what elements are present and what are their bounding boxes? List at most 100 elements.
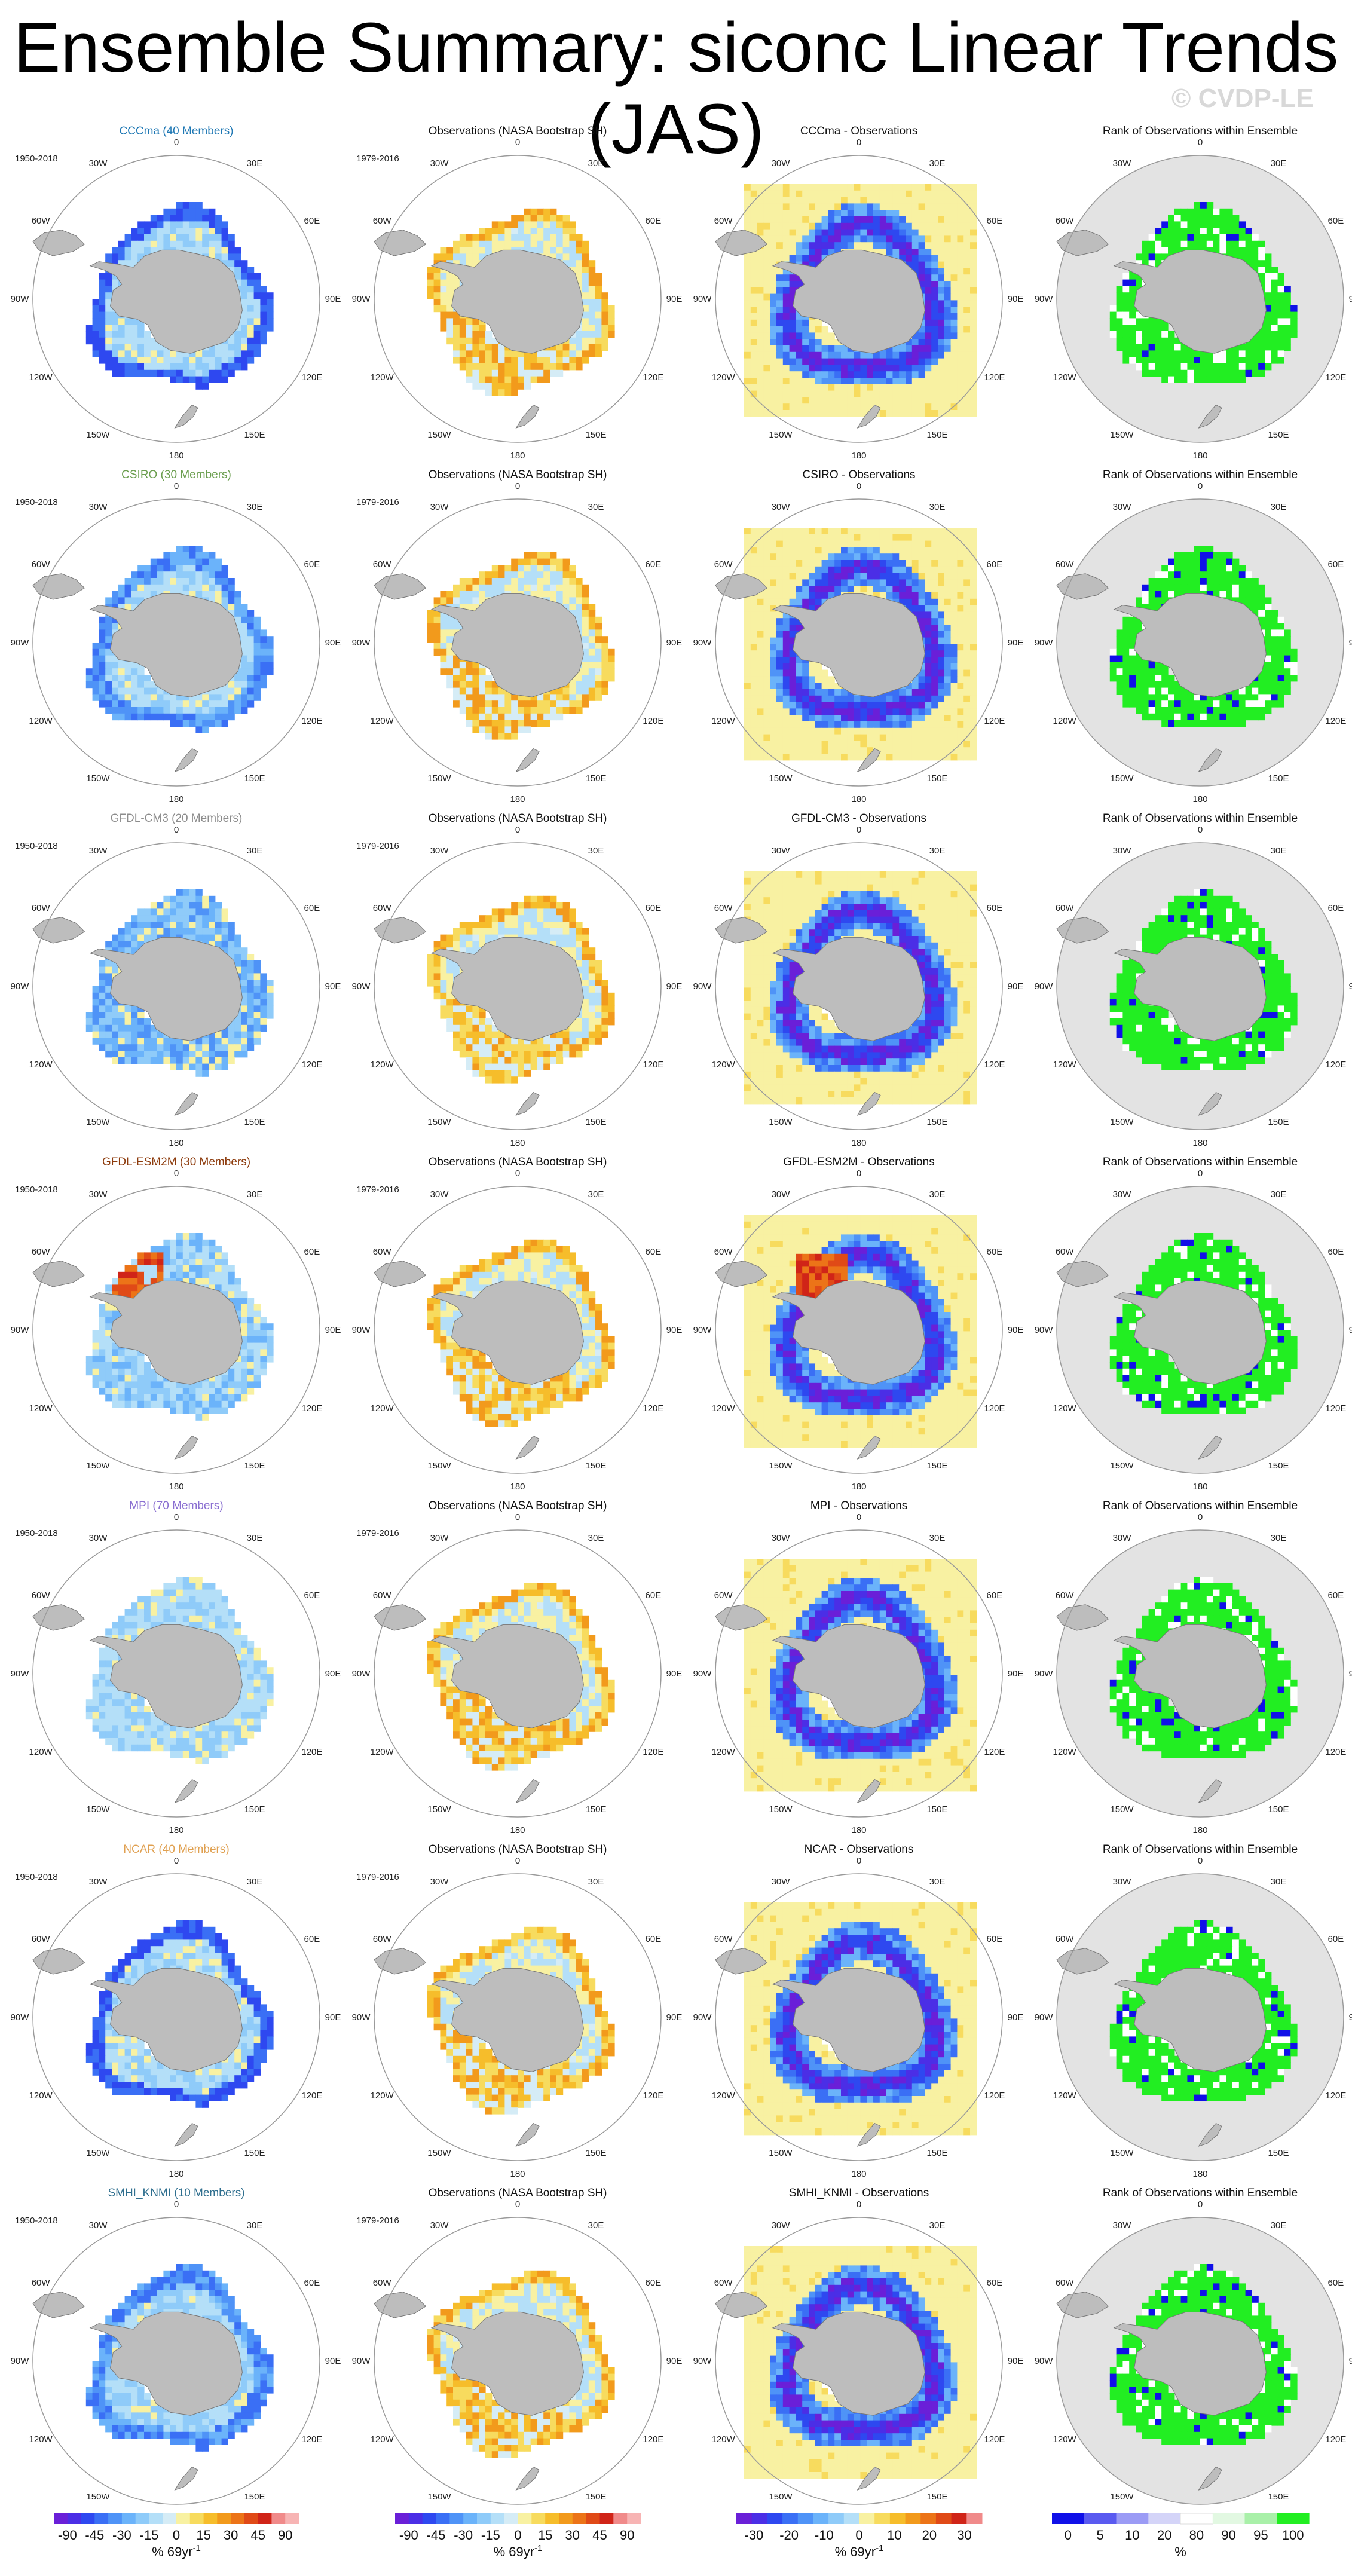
heatmap-cell [957,540,964,547]
heatmap-cell [757,573,764,580]
heatmap-cell [776,637,784,644]
heatmap-cell [215,369,222,377]
heatmap-cell [144,675,151,682]
heatmap-cell [809,384,816,391]
heatmap-cell [918,242,925,249]
heatmap-cell [124,337,131,345]
heatmap-cell [911,560,919,567]
heatmap-cell [815,540,822,547]
heatmap-cell [776,281,784,288]
heatmap-cell [841,727,848,735]
heatmap-cell [1271,318,1278,325]
heatmap-cell [576,350,583,357]
heatmap-cell [770,683,777,690]
heatmap-cell [202,700,209,708]
heatmap-cell [970,605,977,612]
heatmap-cell [763,637,770,644]
heatmap-cell [744,184,751,191]
heatmap-cell [970,371,977,378]
heatmap-cell [601,662,608,669]
heatmap-cell [789,592,796,599]
heatmap-cell [744,631,751,638]
heatmap-cell [931,754,938,761]
heatmap-cell [911,683,919,690]
heatmap-cell [582,331,589,338]
heatmap-cell [504,350,512,357]
heatmap-cell [796,210,803,217]
heatmap-cell [834,390,842,397]
heatmap-cell [608,668,615,675]
heatmap-cell [550,687,557,695]
heatmap-cell [1245,357,1252,364]
heatmap-cell [1161,363,1169,371]
heatmap-cell [247,662,255,669]
heatmap-cell [195,578,203,585]
heatmap-cell [841,365,848,372]
heatmap-cell [1194,350,1201,357]
heatmap-cell [550,578,557,585]
heatmap-cell [260,325,267,332]
heatmap-cell [1265,350,1272,357]
heatmap-cell [847,216,855,224]
heatmap-cell [1116,318,1123,325]
heatmap-cell [944,547,952,554]
heatmap-cell [821,326,828,333]
heatmap-cell [950,625,958,632]
heatmap-cell [789,293,796,301]
heatmap-cell [828,579,835,586]
heatmap-cell [906,566,913,574]
heatmap-cell [834,365,842,372]
heatmap-cell [847,190,855,198]
heatmap-cell [491,337,499,345]
heatmap-cell [588,311,596,319]
longitude-label: 0 [857,481,861,491]
heatmap-cell [911,268,919,275]
heatmap-cell [899,566,906,574]
heatmap-cell [601,344,608,351]
heatmap-cell [931,625,938,632]
heatmap-cell [209,253,216,261]
heatmap-cell [776,721,784,729]
heatmap-cell [963,197,971,204]
heatmap-cell [950,669,958,677]
heatmap-cell [1148,578,1155,585]
heatmap-cell [466,681,473,689]
heatmap-cell [815,683,822,690]
heatmap-cell [950,197,958,204]
heatmap-cell [750,210,758,217]
heatmap-cell [963,560,971,567]
heatmap-cell [809,351,816,359]
heatmap-cell [867,579,874,586]
heatmap-cell [562,363,570,371]
heatmap-cell [892,586,900,593]
heatmap-cell [925,721,932,729]
heatmap-cell [576,344,583,351]
heatmap-cell [821,586,828,593]
heatmap-cell [931,210,938,217]
heatmap-cell [796,339,803,346]
heatmap-cell [944,216,952,224]
longitude-label: 120W [712,716,736,726]
heatmap-cell [1122,331,1130,338]
heatmap-cell [124,707,131,714]
heatmap-cell [105,662,112,669]
heatmap-cell [550,571,557,579]
heatmap-cell [1232,591,1240,598]
heatmap-cell [938,598,945,606]
heatmap-cell [821,540,828,547]
heatmap-cell [202,707,209,714]
heatmap-cell [847,384,855,391]
heatmap-cell [970,631,977,638]
heatmap-cell [782,300,790,307]
heatmap-cell [202,578,209,585]
heatmap-cell [834,721,842,729]
heatmap-cell [1284,325,1291,332]
heatmap-cell [189,240,196,248]
heatmap-cell [588,267,596,274]
heatmap-cell [950,657,958,664]
heatmap-cell [918,689,925,696]
heatmap-cell [782,403,790,411]
heatmap-cell [782,534,790,541]
heatmap-cell [1168,578,1175,585]
heatmap-cell [453,623,460,630]
